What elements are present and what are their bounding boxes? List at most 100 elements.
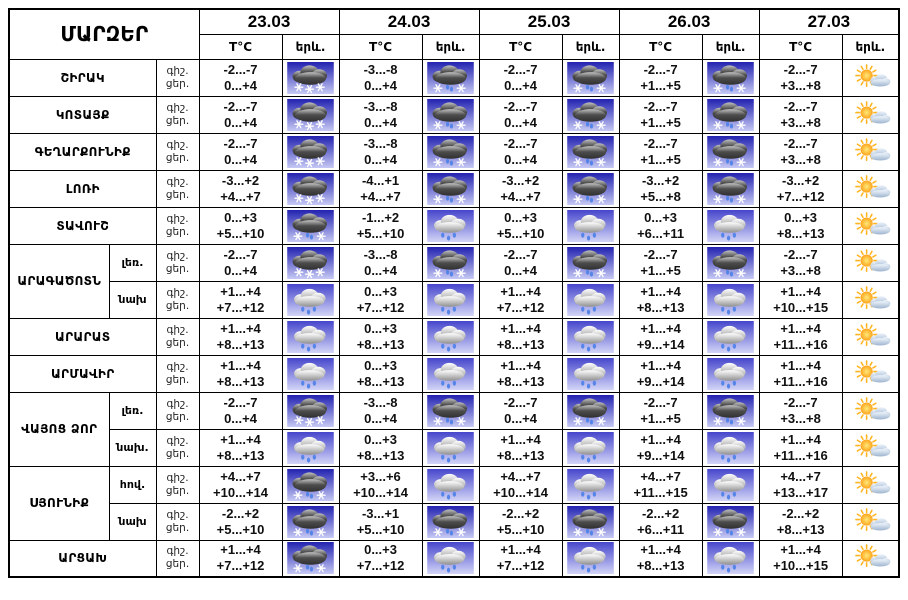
night-temp: 0...+3	[364, 320, 397, 336]
weather-icon-cell	[841, 206, 900, 245]
day-label: ցեր.	[165, 558, 190, 571]
temperature-cell: -2...-7 0...+4	[198, 391, 283, 430]
snow-rain-cloud-icon	[427, 135, 474, 168]
snow-rain-cloud-icon	[707, 135, 754, 168]
weather-icon-cell	[561, 132, 620, 171]
snow-rain-cloud-icon	[427, 61, 474, 94]
temperature-cell: 0...+3 +8...+13	[338, 354, 423, 393]
night-temp: -2...-7	[783, 135, 818, 151]
night-temp: +4...+7	[220, 468, 261, 484]
temperature-cell: +4...+7 +10...+14	[478, 465, 563, 504]
regions-corner-label: ՄԱՐԶԵՐ	[8, 8, 200, 60]
day-temp: +7...+12	[496, 299, 545, 315]
region-name: ԱՐՑԱԽ	[8, 539, 157, 578]
daypart-labels: գիշ. ցեր.	[155, 243, 200, 282]
sun-cloud-icon	[855, 174, 891, 198]
daypart-labels: գիշ. ցեր.	[155, 502, 200, 541]
day-temp: 0...+4	[504, 410, 537, 426]
temperature-cell: -3...-8 0...+4	[338, 132, 423, 171]
weather-icon-cell	[421, 391, 480, 430]
night-temp: +1...+4	[640, 431, 681, 447]
temperature-cell: -3...+2 +4...+7	[478, 169, 563, 208]
temp-header: T°C	[618, 33, 703, 60]
day-temp: +8...+13	[216, 373, 265, 389]
forecast-row: ՎԱՅՈՑ ՁՈՐ լեռ. գիշ. ցեր. -2...-7 0...+4 -3...-…	[8, 391, 900, 467]
subregion-label: հով.	[108, 465, 157, 504]
night-temp: +1...+4	[220, 283, 261, 299]
day-temp: +7...+12	[356, 299, 405, 315]
weather-icon-cell	[701, 539, 760, 578]
night-label: գիշ.	[166, 471, 189, 484]
region-name: ԱՐՄԱՎԻՐ	[8, 354, 157, 393]
day-temp: +8...+13	[356, 447, 405, 463]
day-temp: +8...+13	[636, 299, 685, 315]
subregion-label: նախ.	[108, 428, 157, 467]
day-temp: 0...+4	[224, 77, 257, 93]
night-temp: +1...+4	[780, 283, 821, 299]
day-temp: 0...+4	[224, 262, 257, 278]
temperature-cell: +1...+4 +8...+13	[618, 539, 703, 578]
temperature-cell: +4...+7 +11...+15	[618, 465, 703, 504]
weather-icon-cell	[421, 317, 480, 356]
weather-header: երև.	[281, 33, 340, 60]
day-temp: +8...+13	[496, 373, 545, 389]
day-temp: 0...+4	[504, 151, 537, 167]
weather-icon-cell	[421, 465, 480, 504]
weather-icon-cell	[701, 206, 760, 245]
weather-icon-cell	[561, 539, 620, 578]
region-name: ՍՅՈՒՆԻՔ	[8, 465, 110, 541]
day-temp: +7...+12	[496, 558, 545, 574]
daypart-labels: գիշ. ցեր.	[155, 206, 200, 245]
subregion-label: նախ	[108, 502, 157, 541]
night-temp: -2...+2	[501, 505, 540, 521]
temperature-cell: +1...+4 +8...+13	[618, 280, 703, 319]
weather-icon-cell	[281, 95, 340, 134]
day-label: ցեր.	[165, 114, 190, 127]
day-label: ցեր.	[165, 77, 190, 90]
day-label: ցեր.	[165, 151, 190, 164]
snow-rain-cloud-icon	[427, 505, 474, 538]
rain-cloud-icon	[427, 431, 474, 464]
temperature-cell: +1...+4 +7...+12	[478, 539, 563, 578]
night-label: գիշ.	[166, 64, 189, 77]
weather-icon-cell	[701, 132, 760, 171]
weather-icon-cell	[841, 354, 900, 393]
day-label: ցեր.	[165, 521, 190, 534]
night-temp: +4...+7	[500, 468, 541, 484]
weather-icon-cell	[281, 280, 340, 319]
night-label: գիշ.	[166, 434, 189, 447]
night-label: գիշ.	[166, 360, 189, 373]
day-temp: +7...+12	[356, 558, 405, 574]
weather-icon-cell	[561, 58, 620, 97]
sun-cloud-icon	[855, 248, 891, 272]
night-temp: -3...+2	[501, 172, 540, 188]
night-temp: -2...-7	[223, 394, 258, 410]
night-temp: -3...+2	[221, 172, 260, 188]
temperature-cell: -3...-8 0...+4	[338, 391, 423, 430]
region-name: ՇԻՐԱԿ	[8, 58, 157, 97]
day-temp: +13...+17	[773, 484, 829, 500]
snow-rain-cloud-icon	[287, 468, 334, 501]
snow-rain-cloud-icon	[287, 542, 334, 575]
weather-icon-cell	[281, 243, 340, 282]
forecast-table: ՄԱՐԶԵՐ 23.03 24.03 25.03 26.03 27.03 T°C երև. T°…	[8, 8, 901, 578]
day-temp: +8...+13	[216, 336, 265, 352]
rain-cloud-icon	[427, 209, 474, 242]
night-temp: +4...+7	[640, 468, 681, 484]
day-temp: +3...+8	[780, 410, 821, 426]
temperature-cell: 0...+3 +8...+13	[758, 206, 843, 245]
night-temp: -2...-7	[643, 98, 678, 114]
temperature-cell: -2...-7 +3...+8	[758, 132, 843, 171]
night-temp: +3...+6	[360, 468, 401, 484]
day-temp: 0...+4	[364, 151, 397, 167]
temperature-cell: -2...-7 +3...+8	[758, 58, 843, 97]
night-temp: +1...+4	[500, 320, 541, 336]
temperature-cell: -2...+2 +6...+11	[618, 502, 703, 541]
day-temp: +1...+5	[640, 77, 681, 93]
daypart-labels: գիշ. ցեր.	[155, 539, 200, 578]
temperature-cell: +4...+7 +13...+17	[758, 465, 843, 504]
rain-cloud-icon	[567, 431, 614, 464]
forecast-row: ՏԱՎՈՒՇ գիշ. ցեր. 0...+3 +5...+10 -1...+2 +5...…	[8, 206, 900, 245]
daypart-labels: գիշ. ցեր.	[155, 95, 200, 134]
weather-icon-cell	[701, 428, 760, 467]
